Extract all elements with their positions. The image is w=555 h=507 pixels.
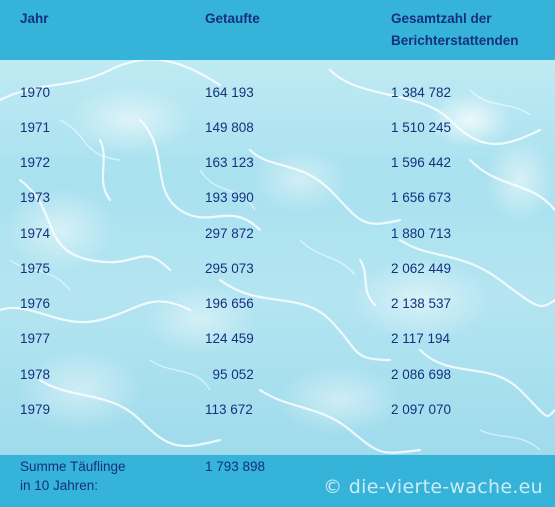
cell-year: 1975 — [20, 261, 51, 276]
summary-label-line1: Summe Täuflinge — [20, 459, 126, 474]
cell-total: 2 138 537 — [391, 296, 452, 311]
cell-year: 1979 — [20, 402, 51, 417]
cell-total: 1 384 782 — [391, 85, 452, 100]
header-year: Jahr — [20, 11, 49, 26]
summary-label: Summe Täuflinge in 10 Jahren: — [20, 457, 126, 495]
summary-value: 1 793 898 — [205, 459, 266, 474]
cell-total: 2 062 449 — [391, 261, 452, 276]
table-row: 1974 297 872 1 880 713 — [0, 224, 555, 244]
cell-year: 1971 — [20, 120, 51, 135]
cell-year: 1973 — [20, 190, 51, 205]
header-total: Gesamtzahl der Berichterstattenden — [391, 8, 519, 52]
header-total-line1: Gesamtzahl der — [391, 11, 492, 26]
cell-baptized: 113 672 — [205, 402, 253, 417]
cell-year: 1977 — [20, 331, 51, 346]
table-row: 1971 149 808 1 510 245 — [0, 118, 555, 138]
cell-year: 1978 — [20, 367, 51, 382]
header-baptized: Getaufte — [205, 11, 260, 26]
cell-year: 1970 — [20, 85, 51, 100]
table-header: Jahr Getaufte Gesamtzahl der Berichterst… — [0, 0, 555, 60]
cell-total: 1 880 713 — [391, 226, 452, 241]
cell-total: 2 117 194 — [391, 331, 451, 346]
table-row: 1978 95 052 2 086 698 — [0, 365, 555, 385]
cell-baptized: 149 808 — [205, 120, 254, 135]
cell-year: 1972 — [20, 155, 51, 170]
cell-baptized: 193 990 — [205, 190, 254, 205]
cell-year: 1974 — [20, 226, 51, 241]
table-row: 1970 164 193 1 384 782 — [0, 83, 555, 103]
cell-baptized: 95 052 — [205, 367, 254, 382]
cell-baptized: 295 073 — [205, 261, 254, 276]
cell-baptized: 163 123 — [205, 155, 254, 170]
cell-year: 1976 — [20, 296, 51, 311]
cell-total: 1 510 245 — [391, 120, 452, 135]
table-row: 1973 193 990 1 656 673 — [0, 188, 555, 208]
cell-baptized: 196 656 — [205, 296, 254, 311]
table-row: 1979 113 672 2 097 070 — [0, 400, 555, 420]
summary-label-line2: in 10 Jahren: — [20, 478, 99, 493]
table-row: 1972 163 123 1 596 442 — [0, 153, 555, 173]
cell-total: 1 596 442 — [391, 155, 452, 170]
cell-total: 2 097 070 — [391, 402, 452, 417]
cell-total: 2 086 698 — [391, 367, 452, 382]
table-row: 1977 124 459 2 117 194 — [0, 329, 555, 349]
table-summary: Summe Täuflinge in 10 Jahren: 1 793 898 — [0, 455, 555, 507]
cell-baptized: 124 459 — [205, 331, 254, 346]
table-row: 1976 196 656 2 138 537 — [0, 294, 555, 314]
cell-total: 1 656 673 — [391, 190, 452, 205]
cell-baptized: 164 193 — [205, 85, 254, 100]
table-row: 1975 295 073 2 062 449 — [0, 259, 555, 279]
header-total-line2: Berichterstattenden — [391, 33, 519, 48]
water-background — [0, 60, 555, 455]
water-caustics — [0, 60, 555, 454]
copyright-watermark: © die-vierte-wache.eu — [323, 476, 543, 498]
cell-baptized: 297 872 — [205, 226, 254, 241]
